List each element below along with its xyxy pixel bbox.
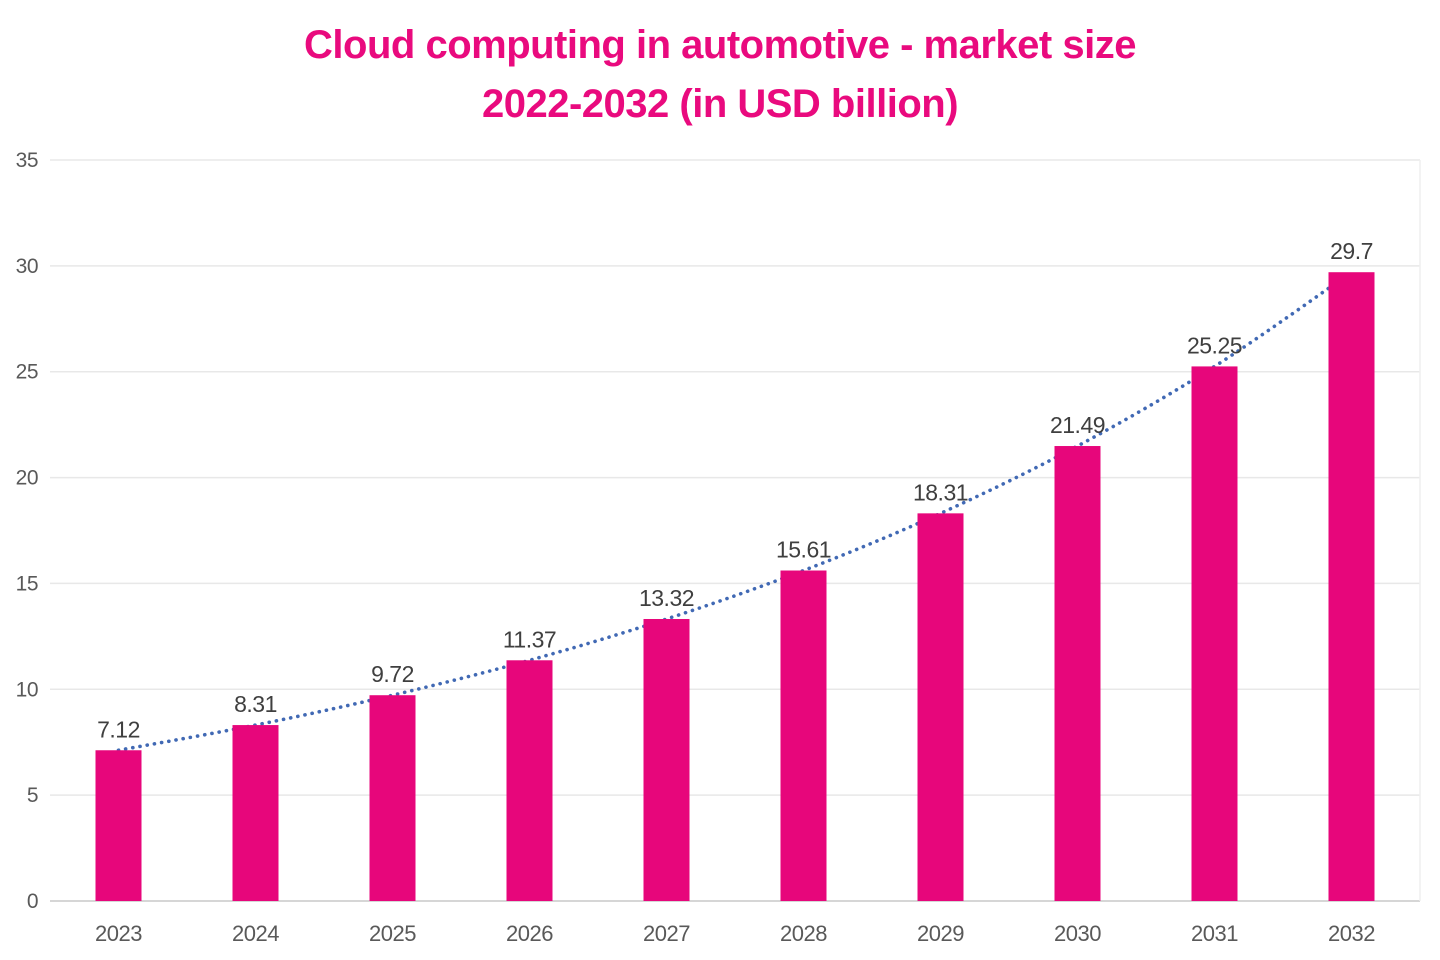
x-tick-label-2024: 2024 — [232, 921, 279, 946]
bar-2025 — [369, 695, 416, 901]
x-tick-label-2028: 2028 — [780, 921, 827, 946]
bar-2027 — [643, 618, 690, 901]
bar-2026 — [506, 660, 553, 901]
x-tick-label-2025: 2025 — [369, 921, 416, 946]
bar-2031 — [1191, 366, 1238, 902]
x-tick-label-2026: 2026 — [506, 921, 553, 946]
y-tick-label-20: 20 — [16, 467, 38, 490]
bar-2029 — [917, 513, 964, 901]
bar-value-label-2027: 13.32 — [639, 585, 694, 611]
x-tick-label-2031: 2031 — [1191, 921, 1238, 946]
bar-value-label-2030: 21.49 — [1050, 412, 1105, 438]
x-tick-label-2023: 2023 — [95, 921, 142, 946]
bar-value-label-2028: 15.61 — [776, 537, 831, 563]
y-tick-label-10: 10 — [16, 678, 38, 701]
chart-title: Cloud computing in automotive - market s… — [0, 16, 1440, 134]
chart-title-line2: 2022-2032 (in USD billion) — [481, 82, 959, 126]
bar-value-label-2023: 7.12 — [97, 716, 140, 742]
bar-value-label-2032: 29.7 — [1330, 238, 1373, 264]
bar-value-label-2029: 18.31 — [913, 479, 968, 505]
x-tick-label-2032: 2032 — [1328, 921, 1375, 946]
bar-2028 — [780, 570, 827, 901]
bar-2023 — [95, 750, 142, 901]
bar-value-label-2031: 25.25 — [1187, 332, 1242, 358]
y-tick-label-0: 0 — [27, 890, 38, 913]
bar-value-label-2026: 11.37 — [503, 626, 556, 652]
trendline-dotted — [116, 270, 1354, 753]
chart-title-line1: Cloud computing in automotive - market s… — [304, 23, 1136, 67]
bar-2024 — [232, 725, 279, 901]
y-tick-label-25: 25 — [16, 361, 38, 384]
y-tick-label-15: 15 — [16, 572, 38, 595]
y-tick-label-35: 35 — [16, 149, 38, 172]
y-tick-label-30: 30 — [16, 255, 38, 278]
x-tick-label-2030: 2030 — [1054, 921, 1101, 946]
bar-2032 — [1328, 272, 1375, 901]
x-tick-label-2027: 2027 — [643, 921, 690, 946]
bar-2030 — [1054, 446, 1101, 901]
bar-value-label-2024: 8.31 — [234, 691, 277, 717]
y-tick-label-5: 5 — [27, 784, 38, 807]
x-tick-label-2029: 2029 — [917, 921, 964, 946]
bar-value-label-2025: 9.72 — [371, 661, 414, 687]
